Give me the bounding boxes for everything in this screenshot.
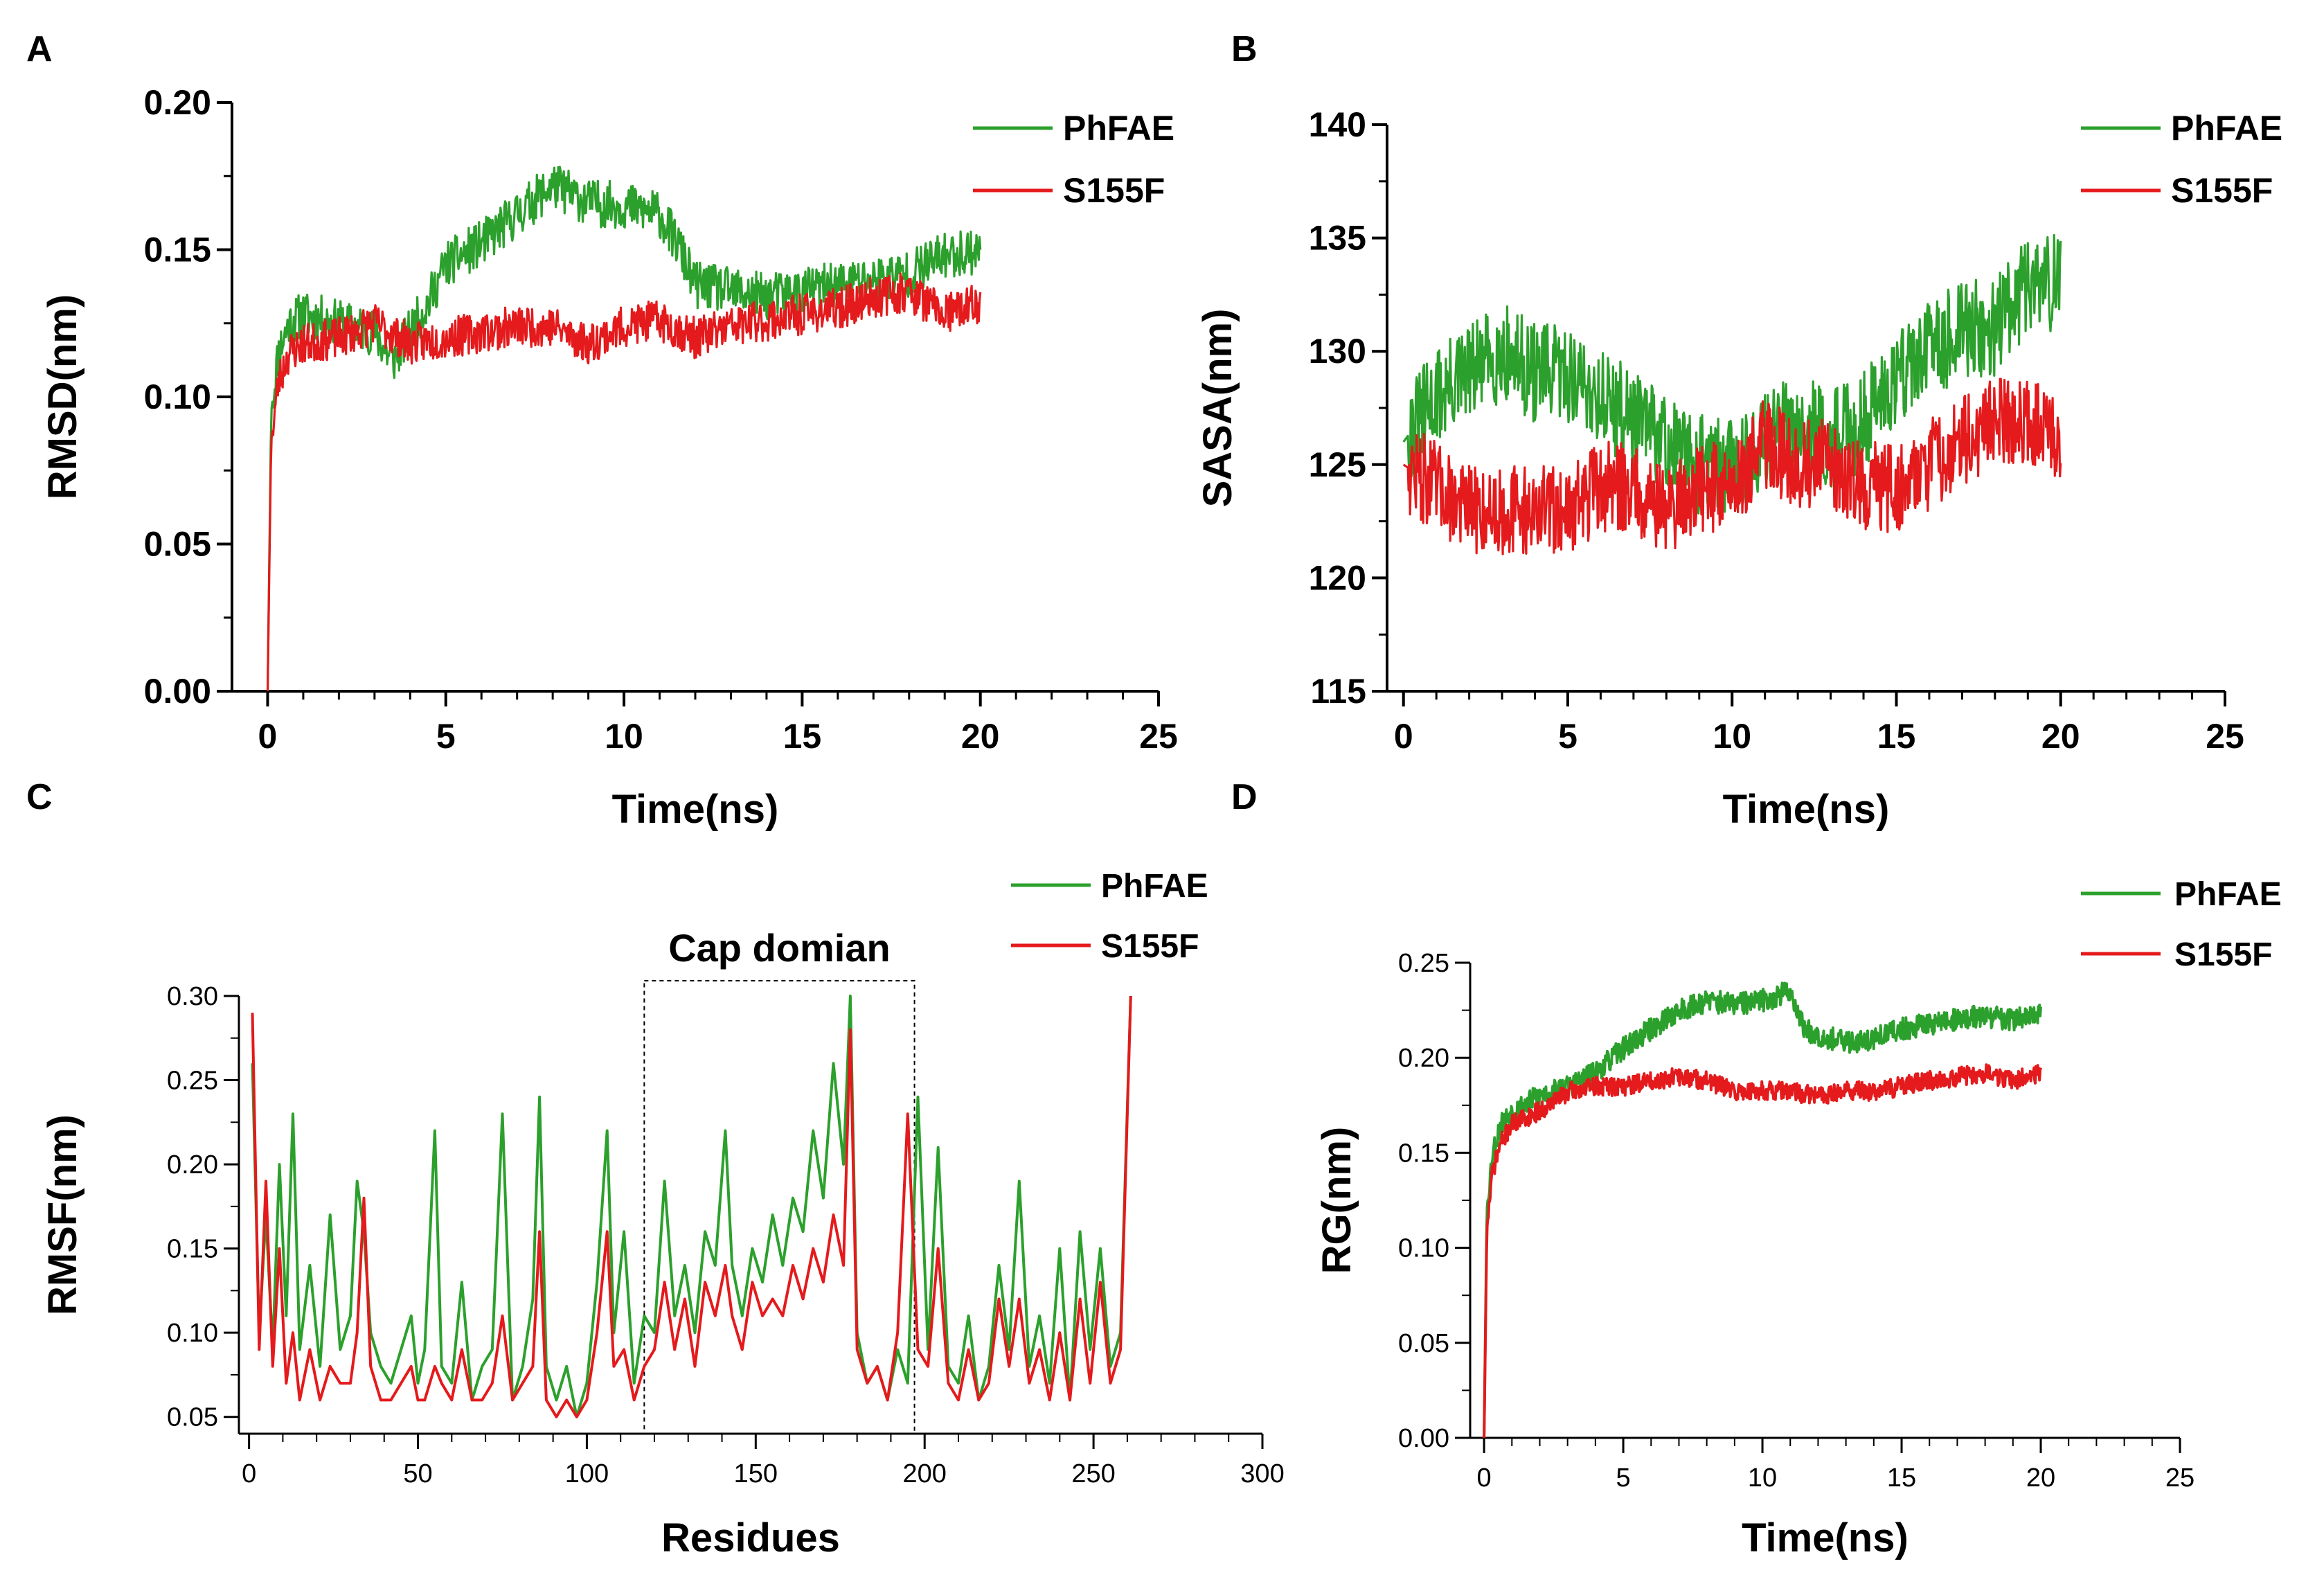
y-tick-label: 0.20 [144, 83, 211, 122]
x-tick-label: 50 [403, 1459, 432, 1488]
x-tick-label: 15 [1877, 717, 1916, 756]
x-tick-label: 0 [1477, 1463, 1492, 1493]
legend-label-s155f: S155F [1101, 928, 1199, 965]
y-tick-label: 0.00 [144, 672, 211, 711]
y-tick-label: 0.15 [1398, 1139, 1449, 1168]
x-tick-label: 25 [1139, 717, 1178, 756]
x-tick-label: 5 [1558, 717, 1577, 756]
cap-domain-box [643, 980, 915, 1434]
panel-d: D 0.00 0.05 0.10 0.15 0.20 0.25 0 5 10 15 20 25 Time(… [1231, 777, 2282, 1560]
y-axis-title: RG(nm) [1314, 1127, 1359, 1274]
x-axis-title: Time(ns) [1723, 787, 1890, 832]
panel-letter: B [1231, 29, 1258, 69]
x-axis-title: Time(ns) [1742, 1515, 1909, 1560]
y-tick-label: 0.10 [167, 1319, 218, 1348]
series-line-phfae [251, 995, 1132, 1418]
legend-label-phfae: PhFAE [1101, 868, 1208, 905]
x-tick-label: 10 [605, 717, 643, 756]
y-tick-label: 130 [1309, 332, 1366, 371]
y-axis-title: SASA(nm) [1195, 309, 1240, 508]
x-tick-label: 5 [436, 717, 456, 756]
x-tick-label: 150 [734, 1459, 778, 1488]
cap-domain-label: Cap domian [668, 926, 890, 970]
x-tick-label: 20 [2026, 1463, 2055, 1493]
series-line-s155f [251, 995, 1132, 1418]
x-tick-label: 20 [2041, 717, 2080, 756]
y-tick-label: 140 [1309, 105, 1366, 144]
panel-letter: A [26, 29, 53, 69]
panel-letter: D [1231, 777, 1258, 817]
y-tick-label: 0.20 [167, 1150, 218, 1180]
x-tick-label: 20 [961, 717, 1000, 756]
y-tick-label: 0.25 [1398, 949, 1449, 978]
panel-a: A 0.00 0.05 0.10 0.15 0.20 0 5 10 15 20 25 Time(ns) R… [26, 29, 1178, 832]
panel-b: B 115 120 125 130 135 140 0 5 10 15 20 25 Time(ns) SAS… [1195, 29, 2282, 832]
legend-label-phfae: PhFAE [2174, 876, 2282, 913]
y-tick-label: 0.05 [144, 525, 211, 564]
legend-label-phfae: PhFAE [2171, 109, 2282, 148]
series-line-phfae [266, 166, 982, 692]
y-tick-label: 0.10 [144, 377, 211, 416]
series-line-phfae [1483, 981, 2042, 1439]
y-tick-label: 115 [1310, 672, 1366, 711]
x-tick-label: 5 [1616, 1463, 1631, 1493]
x-tick-label: 10 [1748, 1463, 1777, 1493]
y-tick-label: 135 [1309, 219, 1366, 258]
y-tick-label: 0.20 [1398, 1044, 1449, 1073]
legend-label-phfae: PhFAE [1063, 109, 1174, 148]
series-line-s155f [266, 272, 982, 692]
legend-label-s155f: S155F [2171, 171, 2273, 210]
series-line-s155f [1483, 1063, 2042, 1439]
x-tick-label: 25 [2165, 1463, 2195, 1493]
y-tick-label: 0.30 [167, 982, 218, 1011]
y-tick-label: 0.00 [1398, 1424, 1449, 1453]
x-tick-label: 25 [2206, 717, 2244, 756]
series-line-s155f [1402, 377, 2062, 555]
legend-label-s155f: S155F [1063, 171, 1165, 210]
y-axis-title: RMSF(nm) [40, 1114, 85, 1315]
x-tick-label: 100 [565, 1459, 609, 1488]
x-tick-label: 0 [1394, 717, 1413, 756]
x-tick-label: 200 [903, 1459, 947, 1488]
x-axis-title: Time(ns) [612, 787, 779, 832]
y-axis-title: RMSD(nm) [40, 294, 85, 499]
y-tick-label: 0.05 [167, 1403, 218, 1432]
y-tick-label: 0.25 [167, 1067, 218, 1096]
y-tick-label: 120 [1309, 558, 1366, 597]
y-tick-label: 0.05 [1398, 1329, 1449, 1358]
legend-label-s155f: S155F [2174, 936, 2272, 973]
panel-c: C 0.05 0.10 0.15 0.20 0.25 0.30 0 50 100 150 200 250… [26, 777, 1285, 1560]
x-tick-label: 0 [258, 717, 278, 756]
y-tick-label: 0.10 [1398, 1234, 1449, 1263]
x-tick-label: 10 [1713, 717, 1751, 756]
x-tick-label: 250 [1071, 1459, 1115, 1488]
y-tick-label: 0.15 [144, 231, 211, 269]
x-tick-label: 15 [783, 717, 822, 756]
x-tick-label: 0 [242, 1459, 256, 1488]
panel-letter: C [26, 777, 53, 817]
x-tick-label: 15 [1887, 1463, 1916, 1493]
y-tick-label: 0.15 [167, 1235, 218, 1264]
x-axis-title: Residues [661, 1515, 840, 1560]
y-tick-label: 125 [1309, 445, 1366, 484]
x-tick-label: 300 [1240, 1459, 1284, 1488]
